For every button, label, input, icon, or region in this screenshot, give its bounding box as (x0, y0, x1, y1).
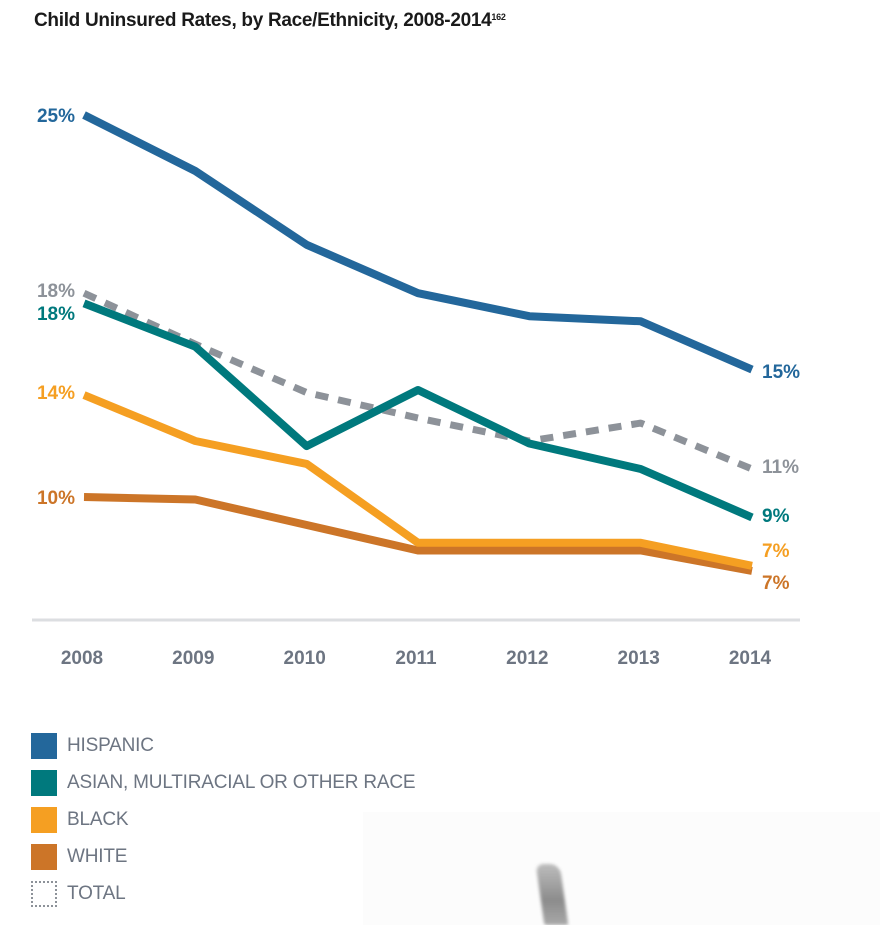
x-tick-labels: 2008 2009 2010 2011 2012 2013 2014 (61, 648, 772, 669)
legend: HISPANIC ASIAN, MULTIRACIAL OR OTHER RAC… (31, 727, 416, 912)
series-line-black (82, 391, 753, 570)
start-value-label-black: 14% (37, 383, 75, 404)
end-value-label-hispanic: 15% (762, 362, 800, 383)
legend-item-asian-multiracial-other: ASIAN, MULTIRACIAL OR OTHER RACE (31, 764, 416, 801)
series-line-white (83, 493, 753, 575)
label-layer: 25% 15% 18% 9% 14% 7% 10% 7% 18% 11% (37, 106, 800, 594)
footnote-ref: 162 (491, 12, 506, 22)
end-value-label-black: 7% (762, 541, 790, 562)
legend-label: TOTAL (67, 882, 126, 904)
legend-swatch-asian-multiracial-other (31, 769, 57, 796)
legend-item-total: TOTAL (31, 875, 415, 912)
legend-item-black: BLACK (31, 801, 415, 838)
legend-item-white: WHITE (31, 838, 415, 875)
legend-swatch-black (31, 806, 57, 833)
series-line-asian-multiracial-or-other-race (82, 299, 754, 522)
start-value-label-asian-multiracial-or-other-race: 18% (37, 304, 75, 325)
x-tick-label-2012: 2012 (506, 648, 548, 669)
legend-swatch-hispanic (31, 732, 57, 759)
legend-label: ASIAN, MULTIRACIAL OR OTHER RACE (67, 771, 416, 793)
x-tick-label-2008: 2008 (61, 648, 103, 669)
start-value-label-hispanic: 25% (37, 106, 75, 127)
chart-title-text: Child Uninsured Rates, by Race/Ethnicity… (34, 10, 492, 31)
legend-label: WHITE (67, 845, 128, 867)
series-line-hispanic (82, 111, 754, 374)
chart-title: Child Uninsured Rates, by Race/Ethnicity… (34, 10, 506, 32)
start-value-label-white: 10% (37, 488, 75, 509)
start-value-label-total: 18% (37, 281, 75, 302)
end-value-label-total: 11% (762, 457, 799, 478)
series-layer (82, 111, 754, 575)
line-chart: 25% 15% 18% 9% 14% 7% 10% 7% 18% 11% 2008 2009 2010… (32, 106, 800, 669)
legend-label: BLACK (67, 808, 129, 830)
x-tick-label-2010: 2010 (284, 648, 326, 669)
x-tick-label-2013: 2013 (618, 648, 660, 669)
legend-item-hispanic: HISPANIC (31, 727, 415, 764)
end-value-label-asian-multiracial-or-other-race: 9% (762, 506, 790, 527)
legend-swatch-total (31, 880, 57, 907)
background-photo-fragment (363, 812, 880, 925)
x-tick-label-2014: 2014 (729, 648, 772, 669)
x-tick-label-2011: 2011 (395, 648, 437, 669)
end-value-label-white: 7% (762, 573, 790, 594)
legend-label: HISPANIC (67, 734, 154, 756)
legend-swatch-white (31, 843, 57, 870)
series-line-total (82, 290, 754, 473)
x-tick-label-2009: 2009 (172, 648, 214, 669)
